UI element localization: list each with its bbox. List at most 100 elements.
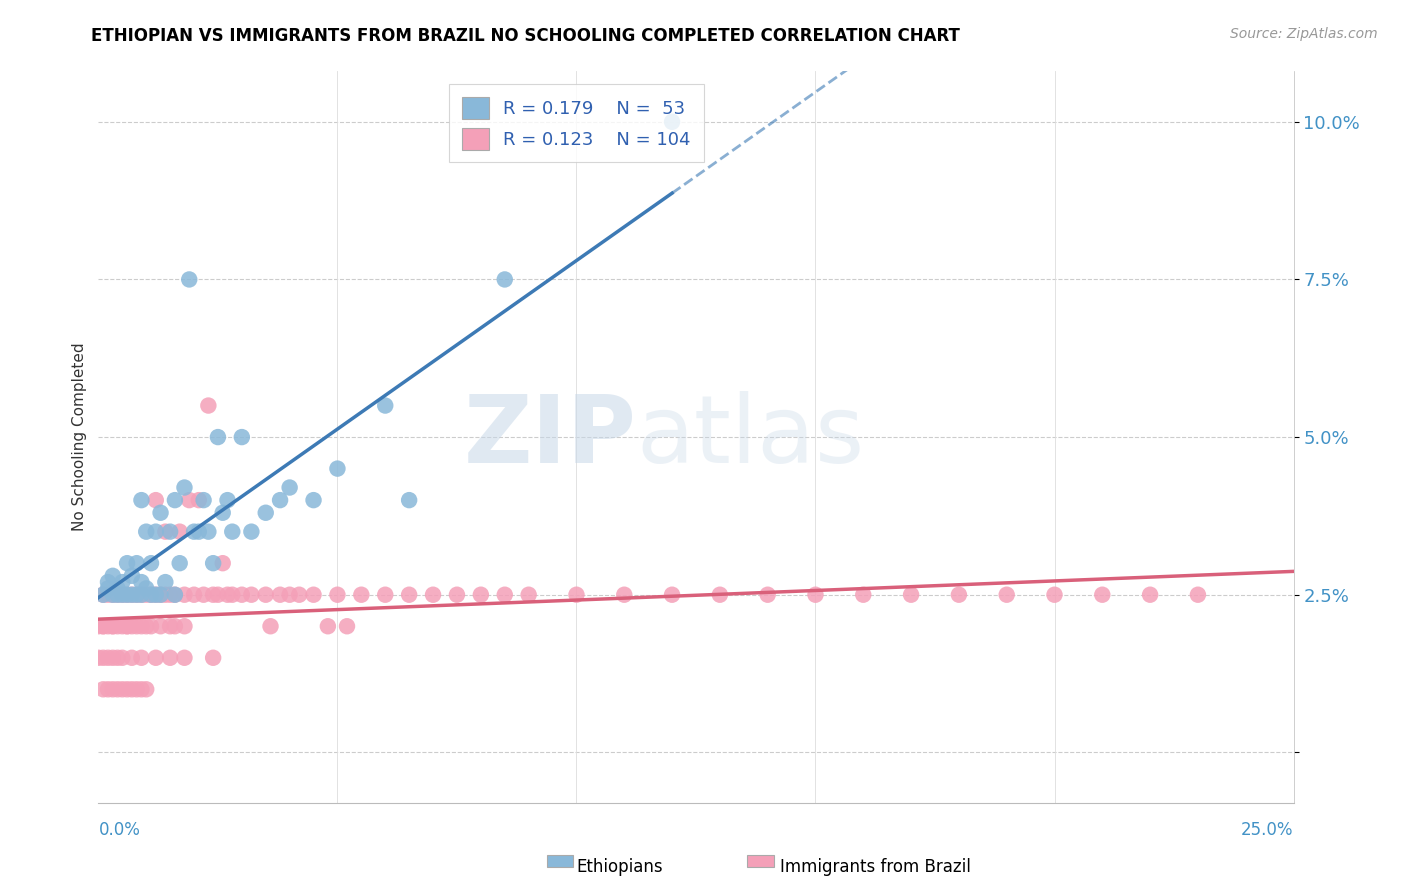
Point xyxy=(494,272,516,286)
Point xyxy=(159,524,181,539)
Point xyxy=(101,619,124,633)
Point xyxy=(115,588,138,602)
Point xyxy=(149,619,172,633)
Point xyxy=(135,619,157,633)
Point xyxy=(145,493,167,508)
Point xyxy=(121,650,143,665)
Point xyxy=(1043,588,1066,602)
Point xyxy=(111,575,134,590)
Point xyxy=(101,650,124,665)
Point xyxy=(111,682,134,697)
Point xyxy=(231,588,253,602)
Point xyxy=(804,588,827,602)
Point xyxy=(115,588,138,602)
Point xyxy=(254,588,277,602)
Point xyxy=(139,619,162,633)
Point xyxy=(173,588,195,602)
Point xyxy=(121,619,143,633)
Point xyxy=(517,588,540,602)
Point xyxy=(756,588,779,602)
Point xyxy=(139,556,162,570)
Point xyxy=(613,588,636,602)
Point xyxy=(101,588,124,602)
Point xyxy=(169,524,191,539)
Point xyxy=(149,506,172,520)
Point xyxy=(173,650,195,665)
Point xyxy=(302,493,325,508)
Point xyxy=(111,588,134,602)
Point xyxy=(149,588,172,602)
Point xyxy=(97,575,120,590)
Text: Immigrants from Brazil: Immigrants from Brazil xyxy=(779,858,970,876)
Text: ETHIOPIAN VS IMMIGRANTS FROM BRAZIL NO SCHOOLING COMPLETED CORRELATION CHART: ETHIOPIAN VS IMMIGRANTS FROM BRAZIL NO S… xyxy=(91,27,960,45)
Point xyxy=(183,588,205,602)
Point xyxy=(1187,588,1209,602)
Point xyxy=(221,524,243,539)
Point xyxy=(87,619,110,633)
Point xyxy=(121,588,143,602)
Point xyxy=(135,582,157,596)
Point xyxy=(995,588,1018,602)
Point xyxy=(91,588,114,602)
Point xyxy=(350,588,373,602)
Point xyxy=(1139,588,1161,602)
Point xyxy=(240,588,263,602)
Point xyxy=(326,461,349,475)
Point xyxy=(149,588,172,602)
Point xyxy=(145,524,167,539)
Point xyxy=(131,588,153,602)
Point xyxy=(240,524,263,539)
Point xyxy=(131,619,153,633)
Point xyxy=(163,619,186,633)
Point xyxy=(288,588,311,602)
Point xyxy=(107,682,129,697)
Point xyxy=(97,682,120,697)
Point xyxy=(193,588,215,602)
Point xyxy=(179,272,201,286)
Point xyxy=(900,588,922,602)
Point xyxy=(207,588,229,602)
Point xyxy=(131,588,153,602)
Point xyxy=(121,569,143,583)
Legend: R = 0.179    N =  53, R = 0.123    N = 104: R = 0.179 N = 53, R = 0.123 N = 104 xyxy=(450,84,703,162)
Point xyxy=(302,588,325,602)
Point xyxy=(202,650,225,665)
Point xyxy=(91,650,114,665)
Point xyxy=(269,588,291,602)
Point xyxy=(145,588,167,602)
Point xyxy=(422,588,444,602)
FancyBboxPatch shape xyxy=(748,855,773,867)
Text: 25.0%: 25.0% xyxy=(1241,821,1294,839)
Point xyxy=(125,619,148,633)
Text: ZIP: ZIP xyxy=(464,391,637,483)
Point xyxy=(661,588,683,602)
Point xyxy=(91,682,114,697)
Point xyxy=(159,650,181,665)
Point xyxy=(374,588,396,602)
Point xyxy=(155,524,177,539)
Point xyxy=(173,481,195,495)
Point xyxy=(87,650,110,665)
Point xyxy=(155,588,177,602)
Point xyxy=(131,650,153,665)
Point xyxy=(91,619,114,633)
Point xyxy=(115,619,138,633)
Point xyxy=(217,493,239,508)
Point xyxy=(115,619,138,633)
Point xyxy=(217,588,239,602)
Point xyxy=(125,556,148,570)
Point xyxy=(163,493,186,508)
Point xyxy=(398,588,420,602)
Point xyxy=(135,682,157,697)
Point xyxy=(101,682,124,697)
Point xyxy=(254,506,277,520)
Text: atlas: atlas xyxy=(637,391,865,483)
Point xyxy=(193,493,215,508)
Point xyxy=(101,619,124,633)
Point xyxy=(398,493,420,508)
Point xyxy=(336,619,359,633)
Point xyxy=(316,619,339,633)
Point xyxy=(121,682,143,697)
Point xyxy=(221,588,243,602)
Point xyxy=(211,506,233,520)
